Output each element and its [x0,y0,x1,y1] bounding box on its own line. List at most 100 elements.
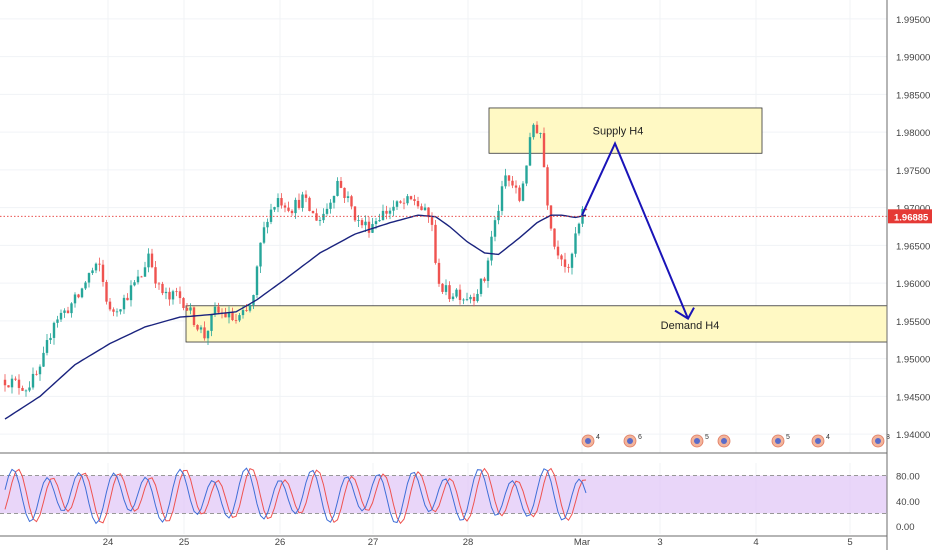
candle [567,266,570,268]
time-tick-label: 24 [103,537,114,548]
candle [378,220,381,222]
candle [28,387,31,391]
event-badge-count: 5 [786,434,790,441]
candle [318,220,322,221]
zones: Demand H4 Supply H4 [185,107,888,343]
price-tick-label: 1.99000 [896,53,930,64]
candle [42,352,45,367]
candle [171,291,175,300]
time-tick-label: 25 [179,537,190,548]
candle [38,366,42,375]
candle [91,270,94,274]
candle [70,303,73,314]
candle [465,299,469,301]
candle [297,199,301,208]
candle [234,320,238,321]
candle [255,266,259,296]
stoch-d-line [4,467,587,525]
candle [10,378,14,388]
event-flag-icon [585,438,591,444]
price-tick-label: 1.96000 [896,279,930,290]
candle [392,206,395,211]
candle [178,291,182,299]
candle [434,224,437,263]
candle [140,276,143,278]
candle [413,199,416,201]
candle [276,198,280,208]
stoch-k-line [4,467,587,525]
candle [66,310,70,314]
candle [14,378,17,380]
candle [315,213,318,221]
candle [301,194,304,208]
candle [84,282,87,289]
candle [395,201,399,207]
candle [437,262,441,284]
candle [455,289,458,297]
candle [196,325,199,330]
candle [210,314,213,331]
candle [157,283,161,285]
candle [52,322,56,338]
candle [3,379,7,386]
candle [294,199,297,214]
candle [213,306,217,315]
candle [325,208,329,214]
demand-zone [185,305,888,343]
candle [122,297,126,310]
time-tick-label: 5 [847,537,852,548]
candle [532,124,535,138]
price-tick-label: 1.96500 [896,241,930,252]
candle [206,330,210,339]
candle [77,294,80,298]
candle [420,206,423,211]
candle [304,194,308,198]
event-flag-icon [775,438,781,444]
candle [161,283,164,294]
candle [241,310,245,316]
demand-label: Demand H4 [661,320,720,332]
price-tick-label: 1.95500 [896,317,930,328]
candle [189,307,192,311]
time-tick-label: Mar [574,537,590,548]
candle [381,210,385,221]
candle [126,297,129,301]
candle [80,288,84,298]
candle [98,263,101,265]
candle [423,207,427,211]
candle [472,296,476,302]
candle [462,299,465,301]
candle [497,210,500,221]
time-tick-label: 3 [657,537,662,548]
candle [490,236,493,261]
grid [0,0,887,534]
candle [311,211,315,214]
candle [570,253,574,268]
candle [266,221,269,228]
candle [332,195,336,203]
candle [245,310,248,311]
candle [119,309,122,312]
candle [521,183,525,201]
candle [217,306,220,313]
candle [549,205,553,229]
candle [252,295,255,305]
candle [133,282,136,286]
event-flag-icon [721,438,727,444]
candle [269,209,273,222]
candle [329,202,332,209]
candle [444,285,448,292]
candle [280,198,283,206]
candle [63,310,66,313]
time-tick-label: 28 [463,537,474,548]
candle [556,246,560,256]
time-tick-label: 4 [753,537,758,548]
candle [458,289,462,300]
price-tick-label: 1.98500 [896,90,930,101]
candle [385,210,388,214]
price-tick-label: 1.94000 [896,430,930,441]
candle [357,220,360,221]
candle [136,276,140,283]
